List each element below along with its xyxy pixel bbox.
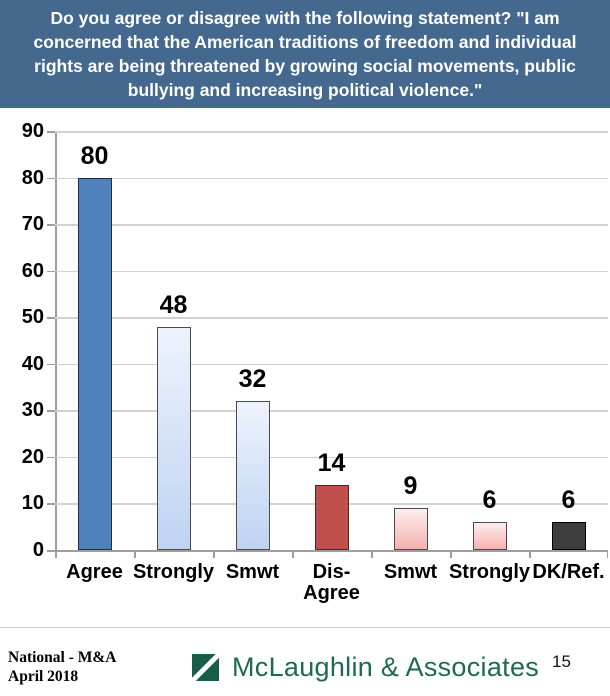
- y-axis-label: 10: [21, 492, 44, 515]
- x-axis-tick: [371, 550, 373, 558]
- y-axis-tick: [47, 550, 55, 552]
- x-axis-tick: [450, 550, 452, 558]
- bar: [77, 177, 112, 550]
- grid-line: [55, 456, 608, 459]
- grid-line: [55, 131, 608, 133]
- y-axis-tick: [47, 131, 55, 133]
- bar-value-label: 80: [80, 141, 109, 170]
- x-axis-label: Agree: [66, 561, 123, 583]
- y-axis-label: 90: [21, 120, 44, 142]
- y-axis-label: 30: [21, 399, 44, 422]
- x-axis-line: [55, 550, 608, 552]
- bar: [472, 522, 507, 550]
- y-axis-label: 0: [32, 539, 44, 561]
- y-axis-tick: [47, 503, 55, 505]
- x-axis-label: Smwt: [225, 561, 280, 583]
- x-axis-tick: [606, 550, 608, 558]
- y-axis-line: [55, 131, 57, 550]
- y-axis-label: 40: [21, 352, 44, 375]
- bar-value-label: 6: [561, 486, 576, 515]
- y-axis-label: 70: [21, 213, 44, 236]
- bar: [393, 508, 428, 550]
- chart-border-bottom: [0, 627, 610, 628]
- mclaughlin-logo-icon: [192, 654, 219, 681]
- y-axis-tick: [47, 317, 55, 319]
- y-axis-label: 50: [21, 306, 44, 329]
- y-axis-tick: [47, 456, 55, 459]
- source-line-1: National - M&A: [8, 649, 117, 666]
- y-axis-label: 20: [21, 445, 44, 468]
- brand-lockup: McLaughlin & Associates: [192, 652, 539, 683]
- y-axis-tick: [47, 410, 55, 412]
- x-axis-tick: [292, 550, 294, 558]
- bar-value-label: 6: [482, 486, 497, 515]
- question-title-text: Do you agree or disagree with the follow…: [33, 8, 577, 100]
- bar-chart: 0 10 20 30 40 50 60 70 80 90 80 Agree 48 Strongly 32 Sm…: [0, 108, 610, 630]
- x-axis-label: Smwt: [383, 561, 438, 583]
- x-axis-tick: [134, 550, 136, 558]
- source-note: National - M&A April 2018: [8, 648, 117, 686]
- bar: [314, 484, 349, 550]
- y-axis-tick: [47, 270, 55, 273]
- bar-value-label: 14: [317, 448, 346, 477]
- bar-value-label: 9: [403, 472, 418, 501]
- grid-line: [55, 270, 608, 273]
- y-axis-tick: [47, 224, 55, 226]
- x-axis-label: Strongly: [132, 561, 215, 583]
- slide-footer: National - M&A April 2018 McLaughlin & A…: [0, 630, 610, 696]
- bar: [235, 401, 270, 550]
- x-axis-label: Strongly: [448, 561, 531, 583]
- bar-value-label: 32: [238, 365, 267, 394]
- grid-line: [55, 224, 608, 226]
- question-title-banner: Do you agree or disagree with the follow…: [0, 0, 610, 108]
- bar: [156, 326, 191, 550]
- source-line-2: April 2018: [8, 668, 79, 685]
- x-axis-tick: [55, 550, 57, 558]
- x-axis-tick: [529, 550, 531, 558]
- y-axis-tick: [47, 363, 55, 366]
- bar: [551, 522, 586, 550]
- y-axis-label: 80: [21, 166, 44, 189]
- grid-line: [55, 317, 608, 319]
- x-axis-tick: [213, 550, 215, 558]
- x-axis-label: DK/Ref.: [532, 561, 605, 583]
- y-axis-label: 60: [21, 259, 44, 282]
- x-axis-label: Dis-Agree: [303, 561, 360, 604]
- y-axis-tick: [47, 177, 55, 180]
- grid-line: [55, 410, 608, 412]
- bar-value-label: 48: [159, 290, 188, 319]
- brand-name: McLaughlin & Associates: [232, 652, 540, 682]
- grid-line: [55, 177, 608, 180]
- page-number: 15: [552, 652, 571, 671]
- grid-line: [55, 363, 608, 366]
